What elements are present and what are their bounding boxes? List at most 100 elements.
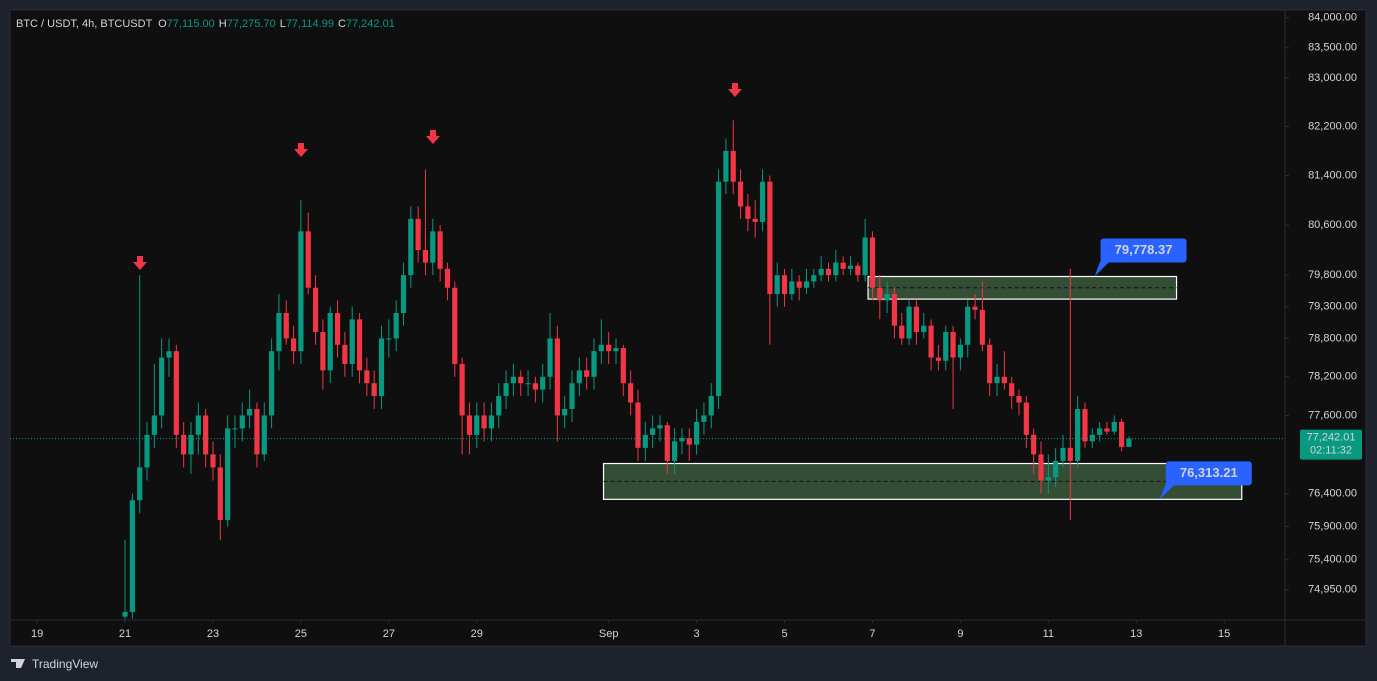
candle-body — [781, 275, 788, 295]
candle-body — [1126, 438, 1132, 447]
footer-logo: TradingView — [11, 657, 98, 671]
x-tick-label: 11 — [1043, 628, 1054, 640]
candle-body — [840, 262, 846, 269]
x-tick-label: 19 — [31, 628, 43, 640]
candle-body — [803, 281, 810, 288]
y-tick-label: 82,200.00 — [1308, 120, 1357, 132]
y-tick-label: 79,800.00 — [1308, 269, 1357, 281]
candle-body — [268, 351, 275, 416]
candle-body — [899, 325, 905, 339]
candle-body — [825, 268, 832, 276]
x-tick-label: 27 — [383, 628, 395, 640]
down-arrow — [133, 256, 147, 270]
candle-body — [122, 611, 128, 617]
candle-body — [606, 344, 612, 352]
y-tick-label: 74,950.00 — [1308, 584, 1357, 596]
candle-body — [488, 415, 495, 429]
callout-pointer — [1159, 483, 1176, 500]
candle-body — [811, 275, 817, 282]
candle-body — [957, 344, 963, 358]
down-arrow — [728, 83, 742, 97]
candle-body — [474, 415, 480, 435]
candle-body — [225, 428, 231, 520]
candle-body — [327, 313, 333, 371]
candle-body — [628, 383, 634, 403]
candle-body — [364, 370, 370, 384]
candle-body — [503, 383, 509, 397]
candle-body — [1060, 447, 1066, 461]
candle-body — [408, 218, 414, 276]
candle-body — [554, 338, 560, 416]
candle-body — [290, 338, 297, 352]
ohlc-key: L — [280, 18, 286, 30]
candle-body — [950, 332, 956, 358]
candle-body — [298, 231, 304, 352]
candle-body — [151, 415, 157, 435]
y-tick-label: 77,600.00 — [1308, 409, 1357, 421]
candle-body — [796, 281, 802, 288]
candle-body — [166, 351, 172, 358]
candle-body — [672, 441, 678, 461]
candle-body — [979, 309, 985, 345]
candle-body — [261, 415, 267, 455]
candle-body — [723, 150, 729, 182]
candle-body — [913, 306, 920, 333]
candle-body — [1038, 454, 1044, 481]
candle-body — [891, 294, 898, 326]
candle-body — [862, 237, 868, 276]
y-tick-label: 81,400.00 — [1308, 169, 1357, 181]
candle-body — [965, 306, 971, 345]
ohlc-value: 77,275.70 — [227, 18, 276, 30]
candle-body — [496, 396, 502, 416]
candle-body — [422, 250, 429, 263]
symbol: BTC / USDT, 4h, BTCUSDT — [16, 18, 153, 30]
candle-body — [349, 319, 355, 364]
candle-body — [591, 351, 597, 377]
legend-header: BTC / USDT, 4h, BTCUSDT O77,115.00 H77,275… — [16, 18, 395, 30]
candle-body — [232, 428, 238, 430]
candle-body — [884, 294, 890, 301]
candle-body — [921, 325, 927, 333]
candle-body — [701, 415, 707, 422]
x-tick-label: 21 — [119, 628, 131, 640]
candle-body — [877, 287, 883, 301]
ohlc-value: 77,242.01 — [346, 18, 395, 30]
candle-body — [686, 438, 692, 445]
candle-body — [642, 434, 648, 448]
last-price-box — [1300, 429, 1362, 460]
x-tick-label: 15 — [1218, 628, 1230, 640]
candle-body — [855, 265, 861, 276]
candle-body — [1053, 460, 1059, 478]
candle-body — [159, 357, 165, 416]
candle-body — [283, 313, 289, 339]
candle-body — [188, 434, 194, 455]
candle-body — [708, 396, 714, 416]
candle-body — [378, 338, 385, 397]
candle-body — [679, 438, 685, 442]
down-arrow — [294, 143, 308, 157]
candle-body — [928, 325, 934, 358]
candle-body — [650, 428, 656, 435]
candle-body — [371, 383, 377, 397]
y-tick-label: 84,000.00 — [1308, 12, 1357, 24]
candle-body — [620, 347, 626, 384]
y-tick-label: 75,400.00 — [1308, 554, 1357, 566]
candle-body — [400, 275, 407, 314]
candle-body — [774, 275, 780, 295]
x-tick-label: 23 — [207, 628, 219, 640]
candle-body — [195, 415, 201, 435]
candle-body — [943, 332, 949, 361]
candle-body — [393, 313, 399, 339]
candle-body — [1067, 447, 1073, 461]
y-tick-label: 76,400.00 — [1308, 488, 1357, 500]
candle-body — [767, 181, 773, 295]
candle-body — [730, 150, 736, 182]
x-tick-label: 25 — [295, 628, 307, 640]
candle-body — [1045, 477, 1051, 481]
candle-body — [789, 281, 795, 295]
y-tick-label: 75,900.00 — [1308, 520, 1357, 532]
x-tick-label: 7 — [869, 628, 875, 640]
ohlc-key: H — [219, 18, 227, 30]
candle-body — [569, 383, 575, 409]
candle-body — [181, 434, 187, 455]
